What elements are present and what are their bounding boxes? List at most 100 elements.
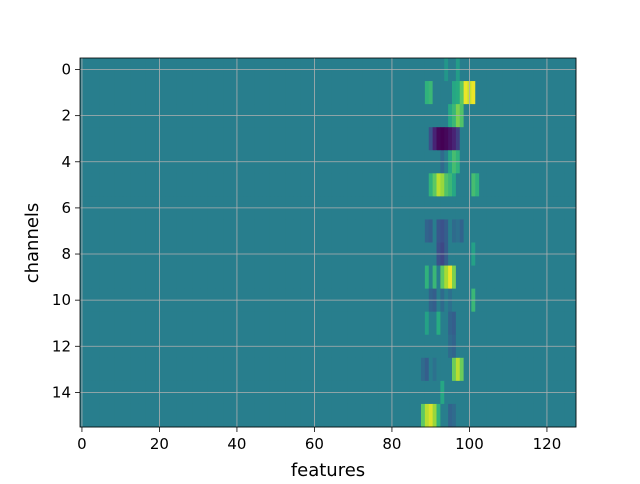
heatmap-cell xyxy=(215,219,220,243)
heatmap-cell xyxy=(153,357,158,382)
heatmap-cell xyxy=(548,81,554,105)
heatmap-cell xyxy=(374,311,379,336)
heatmap-cell xyxy=(413,265,418,290)
heatmap-cell xyxy=(483,403,488,428)
heatmap-cell xyxy=(556,173,561,197)
heatmap-cell xyxy=(471,403,476,428)
y-axis-label: channels xyxy=(22,203,43,284)
heatmap-cell xyxy=(87,403,93,428)
heatmap-cell xyxy=(250,173,255,197)
heatmap-cell xyxy=(304,81,310,105)
heatmap-cell xyxy=(316,357,321,382)
heatmap-cell xyxy=(200,127,205,151)
heatmap-cell xyxy=(428,127,434,151)
heatmap-cell xyxy=(176,127,182,151)
heatmap-cell xyxy=(548,265,554,290)
heatmap-cell xyxy=(192,127,197,151)
heatmap-cell xyxy=(510,403,515,428)
y-tick-label: 2 xyxy=(61,107,71,125)
heatmap-cell xyxy=(250,311,255,336)
heatmap-cell xyxy=(95,357,100,382)
heatmap-cell xyxy=(386,311,391,336)
heatmap-cell xyxy=(320,219,325,243)
heatmap-cell xyxy=(273,127,279,151)
heatmap-cell xyxy=(285,265,290,290)
heatmap-cell xyxy=(386,265,391,290)
heatmap-cell xyxy=(196,265,201,290)
heatmap-cell xyxy=(285,311,290,336)
heatmap-cell xyxy=(99,81,104,105)
heatmap-cell xyxy=(169,311,174,336)
heatmap-cell xyxy=(238,127,244,151)
heatmap-cell xyxy=(362,265,368,290)
heatmap-cell xyxy=(529,81,534,105)
heatmap-cell xyxy=(223,81,228,105)
heatmap-cell xyxy=(258,311,263,336)
heatmap-cell xyxy=(149,81,155,105)
heatmap-cell xyxy=(382,265,387,290)
heatmap-cell xyxy=(351,311,356,336)
heatmap-cell xyxy=(138,403,143,428)
heatmap-cell xyxy=(490,173,496,197)
heatmap-cell xyxy=(262,219,267,243)
heatmap-cell xyxy=(459,357,465,382)
heatmap-cell xyxy=(103,173,108,197)
heatmap-cell xyxy=(548,357,554,382)
heatmap-cell xyxy=(525,265,530,290)
heatmap-cell xyxy=(328,265,333,290)
heatmap-cell xyxy=(568,311,573,336)
heatmap-cell xyxy=(568,265,573,290)
heatmap-cell xyxy=(533,403,538,428)
heatmap-cell xyxy=(498,357,503,382)
heatmap-cell xyxy=(436,403,441,428)
heatmap-cell xyxy=(455,127,461,151)
heatmap-cell xyxy=(502,81,507,105)
heatmap-cell xyxy=(83,81,89,105)
heatmap-cell xyxy=(297,127,302,151)
heatmap-cell xyxy=(122,403,127,428)
heatmap-cell xyxy=(204,127,209,151)
heatmap-cell xyxy=(176,219,182,243)
heatmap-cell xyxy=(564,219,569,243)
heatmap-cell xyxy=(297,219,302,243)
heatmap-cell xyxy=(304,357,310,382)
heatmap-cell xyxy=(483,357,488,382)
heatmap-cell xyxy=(521,311,527,336)
heatmap-cell xyxy=(223,127,228,151)
heatmap-cell xyxy=(153,127,158,151)
heatmap-cell xyxy=(525,219,530,243)
heatmap-cell xyxy=(413,357,418,382)
heatmap-cell xyxy=(192,311,197,336)
heatmap-cell xyxy=(103,311,108,336)
heatmap-cell xyxy=(204,357,209,382)
heatmap-cell xyxy=(362,127,368,151)
heatmap-cell xyxy=(343,265,348,290)
heatmap-cell xyxy=(351,403,356,428)
heatmap-cell xyxy=(149,357,155,382)
heatmap-cell xyxy=(316,219,321,243)
heatmap-cell xyxy=(556,81,561,105)
heatmap-cell xyxy=(452,311,457,336)
heatmap-cell xyxy=(173,81,178,105)
heatmap-cell xyxy=(452,173,457,197)
heatmap-cell xyxy=(533,127,538,151)
heatmap-cell xyxy=(463,403,468,428)
heatmap-cell xyxy=(370,357,375,382)
heatmap-cell xyxy=(548,173,554,197)
heatmap-cell xyxy=(308,357,313,382)
heatmap-cell xyxy=(386,173,391,197)
heatmap-cell xyxy=(448,357,453,382)
heatmap-cell xyxy=(405,127,410,151)
heatmap-cell xyxy=(114,403,120,428)
heatmap-cell xyxy=(455,311,461,336)
heatmap-cell xyxy=(293,357,298,382)
heatmap-cell xyxy=(525,357,530,382)
heatmap-cell xyxy=(517,219,523,243)
plot-frame xyxy=(79,57,577,428)
heatmap-cell xyxy=(452,403,457,428)
heatmap-cell xyxy=(231,219,236,243)
heatmap-cell xyxy=(421,173,426,197)
heatmap-cell xyxy=(568,127,573,151)
heatmap-cell xyxy=(254,265,259,290)
heatmap-cell xyxy=(486,357,492,382)
